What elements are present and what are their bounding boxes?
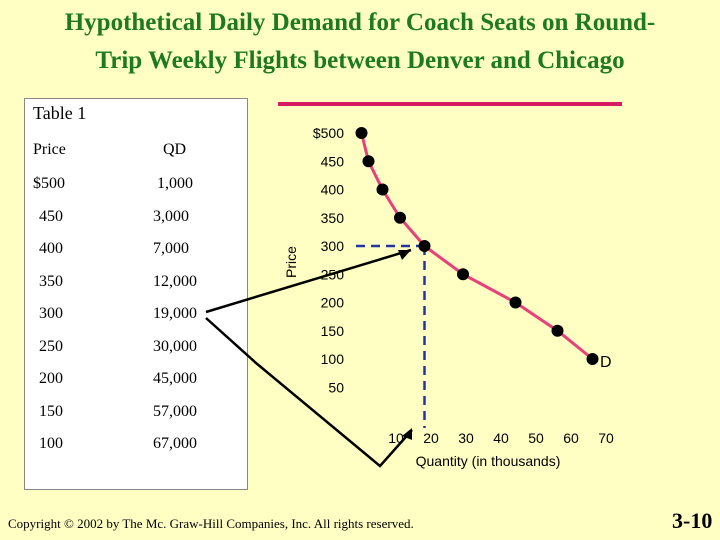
- data-point: [457, 268, 469, 281]
- y-tick-label: 350: [321, 210, 345, 226]
- y-tick-label: 200: [321, 295, 345, 311]
- slide-title: Hypothetical Daily Demand for Coach Seat…: [0, 4, 720, 80]
- y-axis-label: Price: [283, 246, 299, 278]
- table-row-qd: 30,000: [153, 337, 197, 355]
- copyright-notice: Copyright © 2002 by The Mc. Graw-Hill Co…: [8, 516, 414, 531]
- y-tick-label: 300: [321, 238, 345, 254]
- data-point: [586, 353, 599, 365]
- data-point: [362, 155, 375, 168]
- table-row-price: 250: [39, 337, 63, 355]
- slide-title-line1: Hypothetical Daily Demand for Coach Seat…: [64, 9, 656, 36]
- x-tick-label: 60: [563, 430, 579, 446]
- y-tick-label: 450: [321, 153, 345, 169]
- y-tick-label: 150: [321, 323, 345, 339]
- table-row-price: $500: [33, 175, 65, 192]
- qd-column-header: QD: [163, 141, 187, 158]
- x-tick-label: 30: [458, 430, 474, 446]
- arrow-head-price: [398, 250, 411, 260]
- table-row-qd: 1,000: [157, 175, 193, 192]
- y-tick-label: $500: [313, 125, 344, 141]
- table-row-price: 350: [39, 272, 63, 290]
- x-tick-label: 10: [388, 430, 404, 446]
- data-point: [355, 127, 368, 139]
- table-row-qd: 7,000: [153, 240, 189, 257]
- x-tick-label: 20: [423, 430, 439, 446]
- slide-title-line2: Trip Weekly Flights between Denver and C…: [95, 47, 625, 74]
- data-point: [376, 183, 389, 196]
- table-row-qd: 12,000: [153, 272, 197, 290]
- y-tick-label: 100: [321, 351, 345, 367]
- x-tick-label: 70: [598, 430, 614, 446]
- data-point: [394, 211, 406, 224]
- y-tick-label: 400: [321, 182, 345, 198]
- table-row-price: 450: [39, 207, 63, 225]
- demand-curve-label: D: [600, 354, 612, 371]
- x-tick-label: 40: [493, 430, 509, 446]
- x-axis-label: Quantity (in thousands): [416, 453, 561, 469]
- table-row-qd: 19,000: [153, 305, 197, 322]
- table-row-qd: 67,000: [153, 435, 197, 452]
- data-point: [418, 240, 431, 252]
- arrow-head-quantity: [402, 428, 412, 440]
- slide-number: 3-10: [672, 508, 713, 533]
- table-row-price: 300: [39, 305, 63, 322]
- data-point: [551, 324, 564, 337]
- table-title: Table 1: [33, 103, 87, 123]
- y-tick-label: 50: [328, 379, 344, 395]
- demand-table: Table 1 Price QD $500 1,000 450 3,000 400 7,0…: [24, 98, 248, 490]
- table-row-price: 200: [39, 370, 63, 387]
- table-row-qd: 45,000: [153, 370, 197, 387]
- table-row-price: 100: [39, 435, 63, 452]
- table-row-price: 150: [39, 402, 63, 420]
- price-column-header: Price: [33, 141, 66, 158]
- table-row-price: 400: [39, 240, 63, 257]
- table-row-qd: 3,000: [153, 207, 189, 225]
- table-row-qd: 57,000: [153, 402, 197, 420]
- data-point: [509, 296, 522, 309]
- arrow-to-price-line: [205, 248, 412, 314]
- x-tick-label: 50: [528, 430, 544, 446]
- arrow-to-quantity: [205, 317, 413, 468]
